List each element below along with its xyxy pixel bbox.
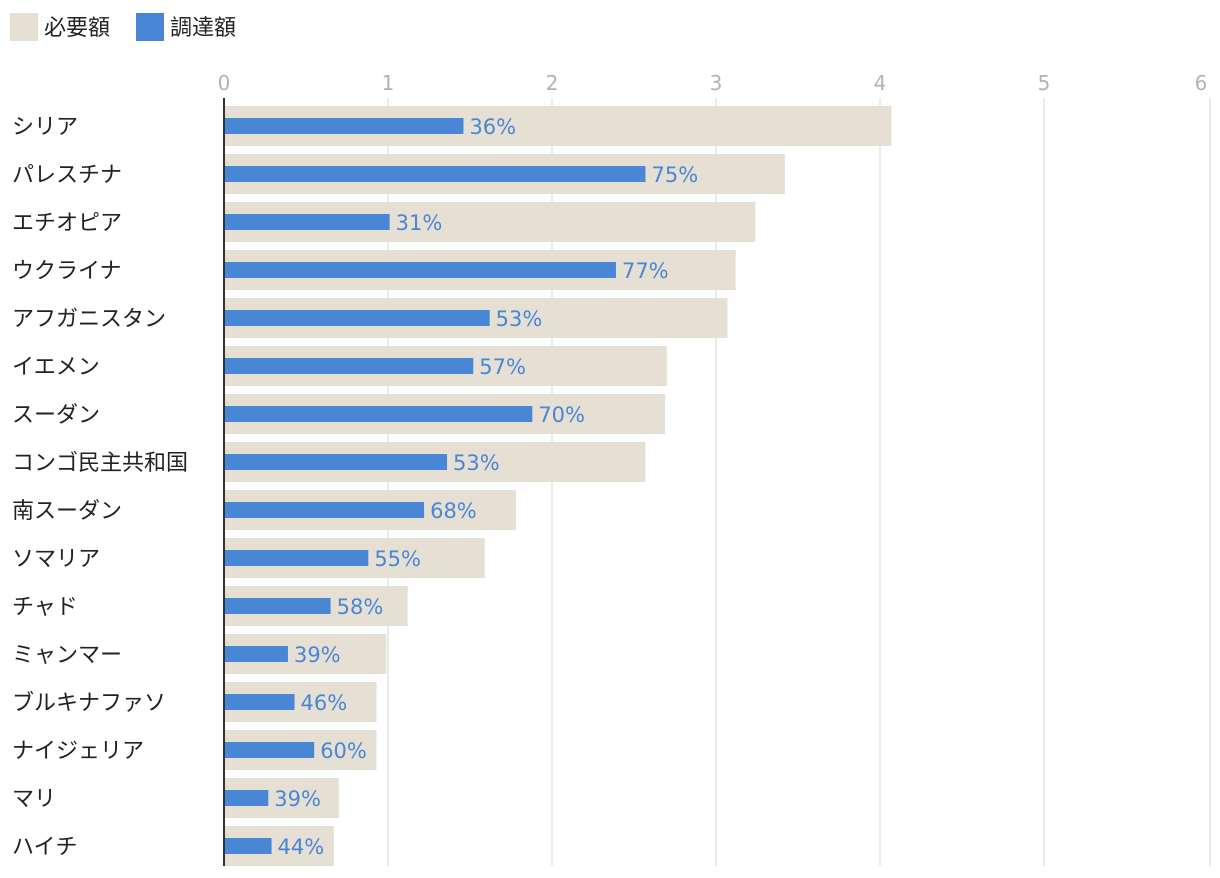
funded-bar-10 (224, 598, 331, 614)
percent-label-13: 60% (320, 739, 367, 763)
x-tick-label-1: 1 (382, 71, 395, 95)
percent-label-15: 44% (278, 835, 325, 859)
percent-label-9: 55% (374, 547, 421, 571)
funded-bar-1 (224, 166, 646, 182)
x-axis-ticks: 0 1 2 3 4 5 6 (218, 71, 1208, 95)
x-tick-label-3: 3 (710, 71, 723, 95)
funded-bar-2 (224, 214, 390, 230)
percent-label-4: 53% (496, 307, 543, 331)
funded-bar-8 (224, 502, 425, 518)
category-label-8: 南スーダン (12, 499, 122, 524)
percent-label-0: 36% (469, 115, 516, 139)
legend-swatch-0 (10, 13, 38, 41)
percent-label-14: 39% (274, 787, 321, 811)
x-tick-label-0: 0 (218, 71, 231, 95)
percent-label-1: 75% (651, 163, 698, 187)
legend-label-1: 調達額 (170, 16, 236, 41)
percent-label-12: 46% (301, 691, 348, 715)
legend-swatch-1 (136, 13, 164, 41)
funded-bar-11 (224, 646, 288, 662)
category-labels: シリアパレスチナエチオピアウクライナアフガニスタンイエメンスーダンコンゴ民主共和… (12, 115, 188, 860)
category-label-13: ナイジェリア (12, 739, 144, 764)
percent-label-5: 57% (479, 355, 526, 379)
funded-bar-5 (224, 358, 474, 374)
category-label-2: エチオピア (12, 211, 122, 236)
percent-label-8: 68% (430, 499, 477, 523)
percent-label-6: 70% (538, 403, 585, 427)
funded-bar-7 (224, 454, 448, 470)
category-label-7: コンゴ民主共和国 (12, 451, 188, 476)
category-label-11: ミャンマー (12, 643, 122, 668)
category-label-1: パレスチナ (12, 163, 122, 188)
legend: 必要額 調達額 (10, 13, 236, 41)
category-label-0: シリア (12, 115, 78, 140)
legend-label-0: 必要額 (44, 16, 110, 41)
funded-bar-15 (224, 838, 272, 854)
category-label-3: ウクライナ (12, 259, 122, 284)
category-label-9: ソマリア (12, 547, 100, 572)
category-label-14: マリ (12, 787, 56, 812)
percent-label-10: 58% (337, 595, 384, 619)
percent-label-11: 39% (294, 643, 341, 667)
funded-bar-6 (224, 406, 533, 422)
category-label-12: ブルキナファソ (12, 691, 166, 716)
bars: 36% 75% 31% 77% 53% 57% 70% 53% 68% 55% 58% 39% 46% 6… (224, 106, 892, 866)
funded-bar-14 (224, 790, 269, 806)
x-tick-label-4: 4 (874, 71, 887, 95)
category-label-5: イエメン (12, 355, 100, 380)
percent-label-7: 53% (453, 451, 500, 475)
funded-bar-13 (224, 742, 315, 758)
category-label-15: ハイチ (12, 835, 78, 860)
x-tick-label-5: 5 (1038, 71, 1051, 95)
category-label-6: スーダン (12, 403, 100, 428)
funded-bar-0 (224, 118, 464, 134)
percent-label-3: 77% (622, 259, 669, 283)
percent-label-2: 31% (396, 211, 443, 235)
x-tick-label-2: 2 (546, 71, 559, 95)
category-label-4: アフガニスタン (12, 307, 166, 332)
funded-bar-4 (224, 310, 490, 326)
funded-bar-12 (224, 694, 295, 710)
funded-bar-3 (224, 262, 616, 278)
x-tick-label-6: 6 (1195, 71, 1208, 95)
funded-bar-9 (224, 550, 369, 566)
category-label-10: チャド (12, 595, 78, 620)
